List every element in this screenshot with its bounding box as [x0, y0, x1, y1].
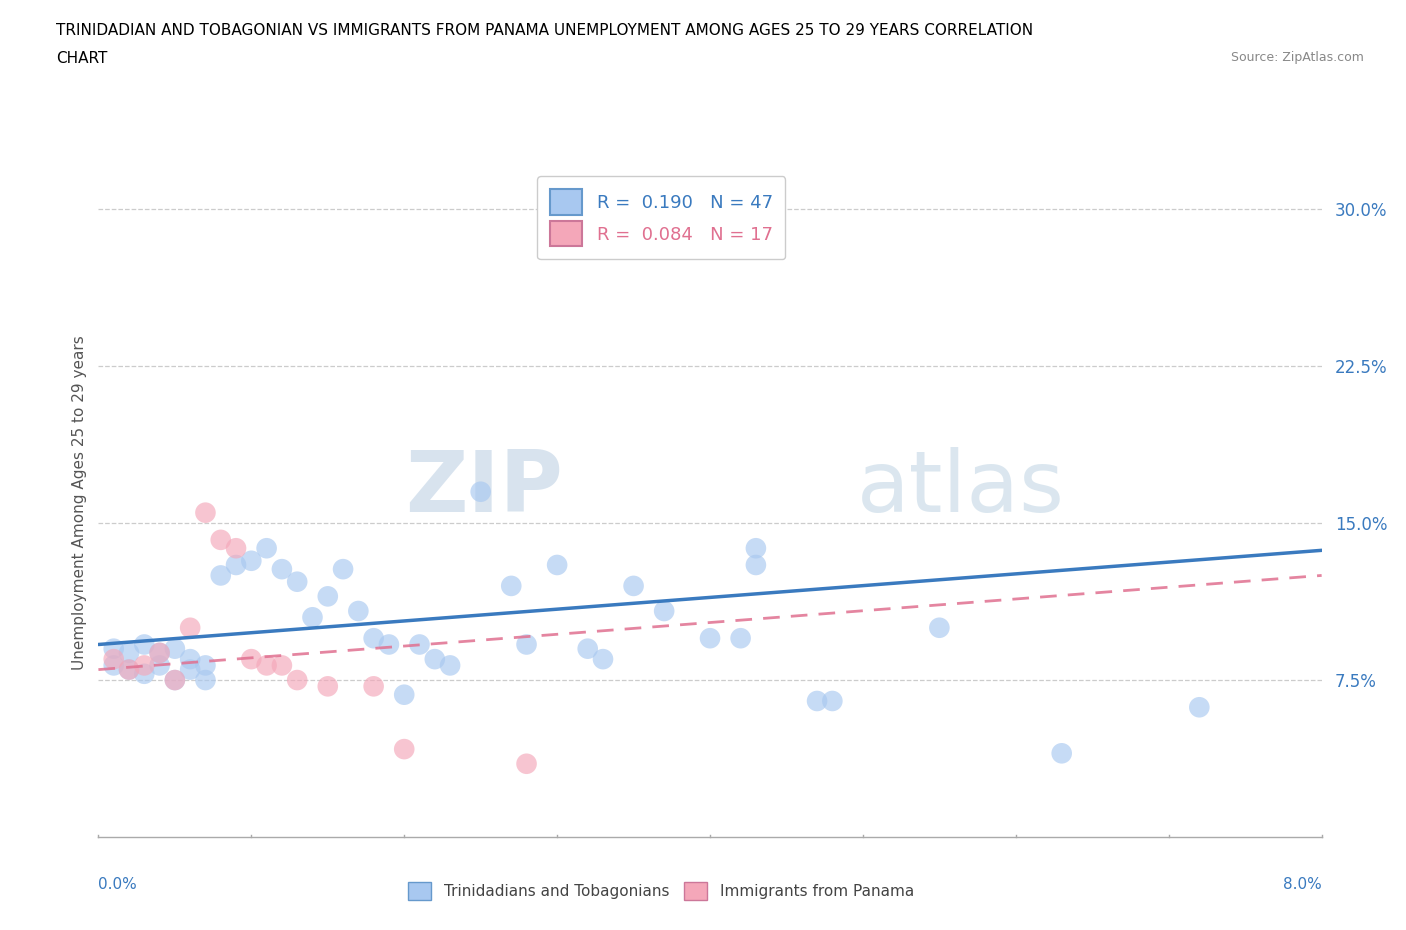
Point — [285, 672, 308, 687]
Point — [821, 694, 844, 709]
Point — [209, 532, 232, 547]
Point — [270, 658, 294, 673]
Point — [209, 568, 232, 583]
Point — [270, 562, 294, 577]
Point — [501, 578, 523, 593]
Point — [1188, 700, 1211, 715]
Point — [240, 553, 263, 568]
Y-axis label: Unemployment Among Ages 25 to 29 years: Unemployment Among Ages 25 to 29 years — [72, 335, 87, 670]
Point — [470, 485, 492, 499]
Point — [516, 637, 538, 652]
Point — [134, 658, 156, 673]
Point — [592, 652, 614, 667]
Point — [103, 658, 125, 673]
Point — [240, 652, 263, 667]
Point — [363, 631, 385, 645]
Point — [1050, 746, 1073, 761]
Point — [149, 645, 172, 660]
Legend: Trinidadians and Tobagonians, Immigrants from Panama: Trinidadians and Tobagonians, Immigrants… — [402, 875, 920, 907]
Point — [392, 742, 416, 757]
Point — [301, 610, 323, 625]
Point — [118, 662, 141, 677]
Point — [149, 645, 172, 660]
Point — [576, 642, 599, 657]
Point — [134, 637, 156, 652]
Point — [347, 604, 370, 618]
Text: Source: ZipAtlas.com: Source: ZipAtlas.com — [1230, 51, 1364, 64]
Point — [163, 642, 186, 657]
Point — [163, 672, 186, 687]
Text: 8.0%: 8.0% — [1282, 877, 1322, 892]
Point — [408, 637, 430, 652]
Point — [730, 631, 752, 645]
Point — [179, 620, 201, 635]
Point — [103, 652, 125, 667]
Point — [316, 679, 339, 694]
Point — [256, 658, 278, 673]
Text: ZIP: ZIP — [405, 447, 564, 530]
Point — [928, 620, 950, 635]
Point — [745, 558, 768, 573]
Text: atlas: atlas — [856, 447, 1064, 530]
Point — [285, 575, 308, 590]
Point — [194, 505, 217, 520]
Point — [516, 756, 538, 771]
Text: CHART: CHART — [56, 51, 108, 66]
Point — [194, 672, 217, 687]
Point — [103, 642, 125, 657]
Point — [363, 679, 385, 694]
Point — [652, 604, 675, 618]
Point — [316, 589, 339, 604]
Point — [118, 645, 141, 660]
Point — [439, 658, 461, 673]
Point — [179, 662, 201, 677]
Point — [745, 541, 768, 556]
Text: 0.0%: 0.0% — [98, 877, 138, 892]
Point — [623, 578, 645, 593]
Text: TRINIDADIAN AND TOBAGONIAN VS IMMIGRANTS FROM PANAMA UNEMPLOYMENT AMONG AGES 25 : TRINIDADIAN AND TOBAGONIAN VS IMMIGRANTS… — [56, 23, 1033, 38]
Point — [699, 631, 721, 645]
Point — [179, 652, 201, 667]
Point — [392, 687, 416, 702]
Point — [256, 541, 278, 556]
Point — [225, 541, 247, 556]
Point — [225, 558, 247, 573]
Point — [546, 558, 568, 573]
Point — [378, 637, 401, 652]
Point — [332, 562, 354, 577]
Point — [118, 662, 141, 677]
Point — [194, 658, 217, 673]
Point — [149, 658, 172, 673]
Point — [806, 694, 828, 709]
Point — [163, 672, 186, 687]
Point — [423, 652, 446, 667]
Point — [134, 666, 156, 681]
